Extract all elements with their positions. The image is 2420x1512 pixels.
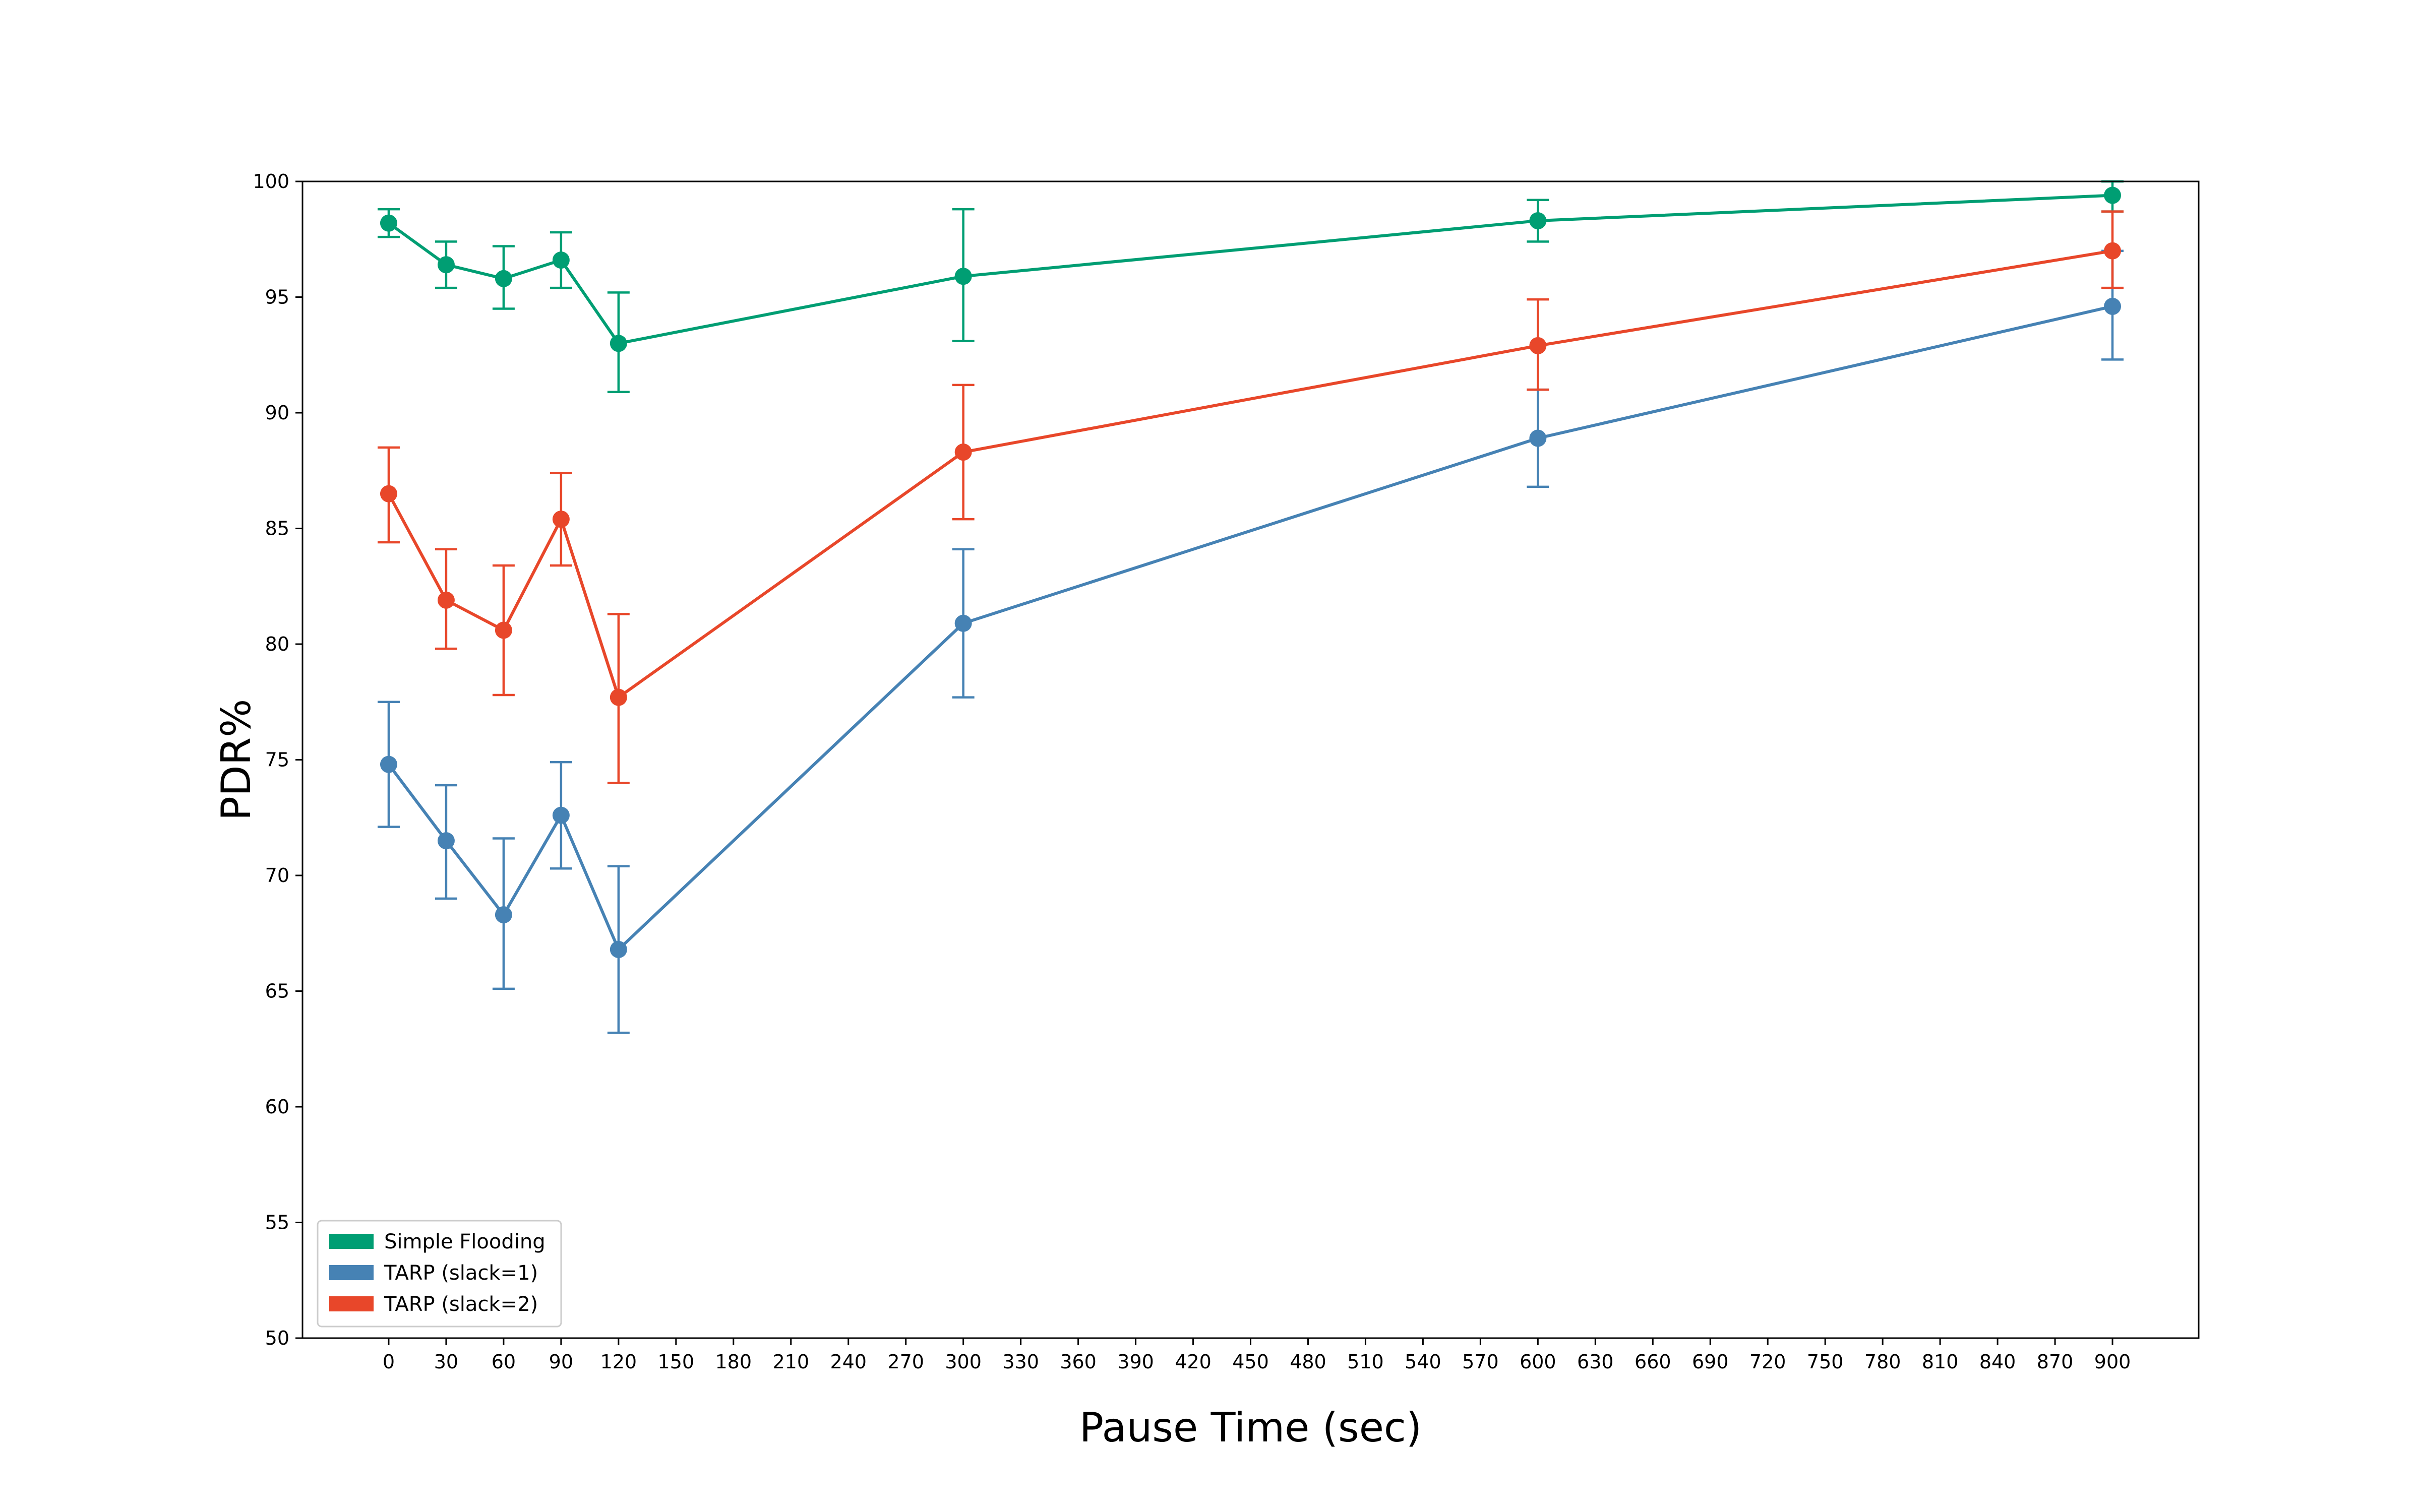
y-tick-label: 95 [265,286,289,308]
y-tick-label: 70 [265,864,289,887]
legend-label: TARP (slack=1) [384,1262,538,1285]
x-tick-label: 570 [1462,1351,1499,1373]
x-tick-label: 0 [383,1351,395,1373]
x-tick-label: 510 [1347,1351,1384,1373]
data-point [552,806,570,824]
x-tick-label: 240 [830,1351,867,1373]
x-tick-label: 630 [1577,1351,1614,1373]
x-tick-label: 390 [1117,1351,1154,1373]
y-axis-title: PDR% [213,699,260,821]
x-tick-label: 180 [715,1351,752,1373]
x-tick-label: 810 [1922,1351,1959,1373]
x-tick-label: 60 [492,1351,516,1373]
data-point [552,251,570,269]
x-tick-label: 660 [1635,1351,1671,1373]
data-point [610,940,627,958]
series-1 [377,180,2124,393]
x-tick-label: 210 [772,1351,809,1373]
x-tick-label: 270 [887,1351,924,1373]
x-tick-label: 600 [1520,1351,1556,1373]
data-point [1529,337,1547,354]
series-line [387,249,2113,699]
legend-item: Simple Flooding [329,1230,546,1253]
data-point [495,906,512,924]
y-axis: 50 55 60 65 70 75 80 85 90 95 100 [253,170,302,1349]
data-point [495,270,512,287]
legend-swatch [329,1296,374,1311]
x-axis: 0 30 60 90 120 150 180 210 240 270 300 330 360 390 420… [383,1338,2131,1373]
data-point [954,444,972,461]
data-point [437,591,455,609]
legend-box [317,1220,562,1328]
x-tick-label: 450 [1232,1351,1269,1373]
y-tick-label: 80 [265,633,289,655]
series-2 [377,249,2124,1034]
data-point [380,214,397,232]
x-tick-label: 720 [1749,1351,1786,1373]
series-line [388,194,2113,345]
x-tick-label: 540 [1405,1351,1441,1373]
x-tick-label: 150 [658,1351,695,1373]
data-point [1529,429,1547,447]
series-line [387,304,2113,951]
y-tick-label: 90 [265,402,289,424]
x-tick-label: 90 [549,1351,573,1373]
data-point [610,335,627,352]
x-tick-label: 300 [945,1351,982,1373]
y-tick-label: 50 [265,1327,289,1349]
x-tick-label: 870 [2037,1351,2074,1373]
legend-item: TARP (slack=1) [329,1262,538,1285]
y-tick-label: 100 [253,170,289,193]
data-point [610,688,627,706]
y-tick-label: 60 [265,1096,289,1118]
x-tick-label: 840 [1979,1351,2016,1373]
data-point [495,621,512,639]
x-tick-label: 780 [1864,1351,1901,1373]
x-tick-label: 330 [1002,1351,1039,1373]
data-point [437,832,455,850]
x-tick-label: 420 [1175,1351,1212,1373]
series-3 [377,210,2124,784]
data-point [2104,186,2122,204]
x-tick-label: 480 [1290,1351,1326,1373]
x-tick-label: 900 [2094,1351,2131,1373]
legend-label: TARP (slack=2) [384,1293,538,1316]
series-layer [377,180,2124,1034]
legend-swatch [329,1234,374,1249]
axes-layer: 0 30 60 90 120 150 180 210 240 270 300 330 360 390 420… [253,170,2200,1373]
y-tick-label: 55 [265,1212,289,1234]
legend-item: TARP (slack=2) [329,1293,538,1316]
y-tick-label: 85 [265,518,289,540]
data-point [552,511,570,528]
x-tick-label: 360 [1060,1351,1097,1373]
data-point [954,614,972,632]
data-point [380,755,397,773]
data-point [2104,242,2122,260]
legend-label: Simple Flooding [384,1230,546,1253]
legend-swatch [329,1265,374,1280]
y-tick-label: 65 [265,980,289,1002]
data-point [2104,297,2122,315]
x-tick-label: 30 [434,1351,458,1373]
legend: Simple Flooding TARP (slack=1) TARP (slack… [317,1220,562,1328]
y-tick-label: 75 [265,749,289,771]
x-axis-title: Pause Time (sec) [1079,1404,1422,1451]
data-point [380,485,397,502]
data-point [1529,212,1547,230]
data-point [954,268,972,285]
x-tick-label: 750 [1807,1351,1844,1373]
x-tick-label: 120 [600,1351,637,1373]
x-tick-label: 690 [1692,1351,1729,1373]
data-point [437,256,455,274]
